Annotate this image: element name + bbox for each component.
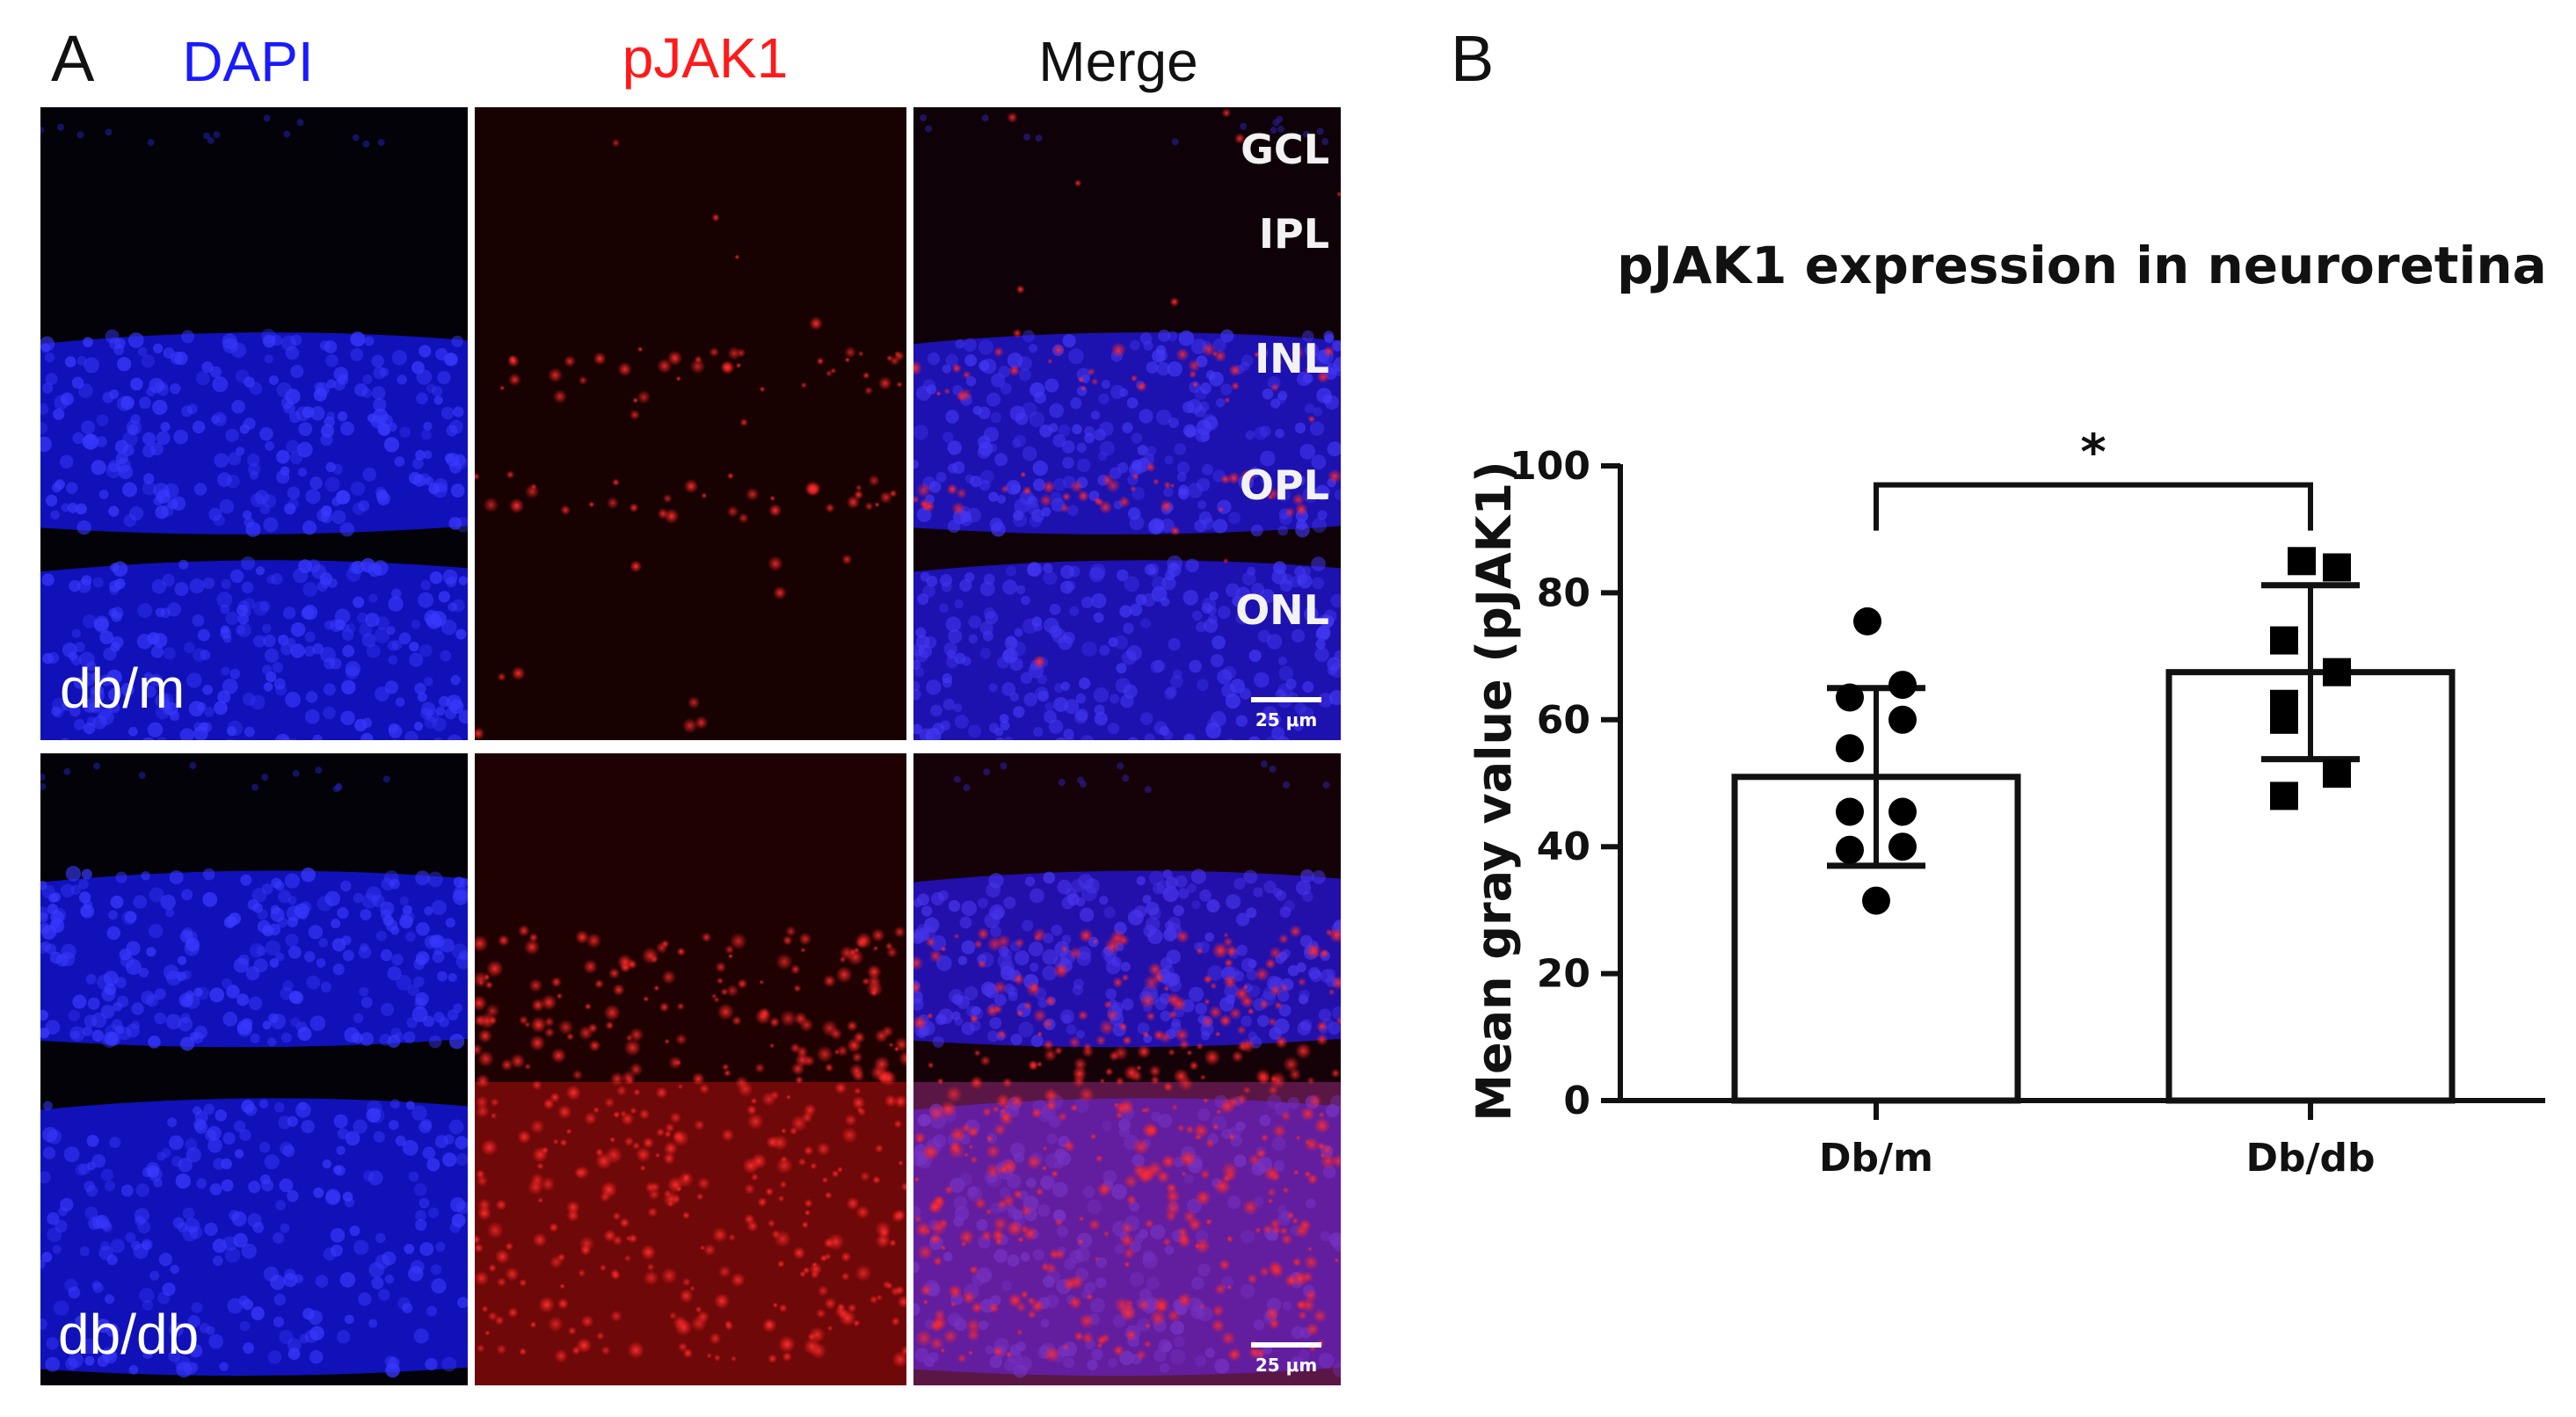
y-tick-label: 40 [1537, 825, 1590, 869]
significance-star: * [2080, 425, 2106, 482]
panel-a: A DAPI pJAK1 Merge GCL IPL INL OPL ONL d… [40, 22, 1341, 1385]
data-point-square [2288, 547, 2316, 576]
y-tick-label: 80 [1537, 570, 1590, 615]
micrograph-pjak1-db-db [475, 753, 906, 1385]
layer-label-ipl: IPL [1259, 210, 1329, 258]
micrograph-merge-db-db [913, 753, 1341, 1385]
panel-a-letter: A [51, 22, 95, 95]
layer-label-inl: INL [1255, 335, 1329, 382]
data-point-circle [1836, 835, 1864, 864]
chart-title: pJAK1 expression in neuroretina [1617, 236, 2547, 295]
data-point-circle [1836, 734, 1864, 763]
data-point-square [2270, 781, 2298, 810]
layer-label-onl: ONL [1235, 586, 1329, 634]
panel-b-letter: B [1451, 22, 1494, 95]
data-point-circle [1888, 797, 1917, 826]
micrograph-dapi-db-db [40, 753, 468, 1385]
data-point-circle [1888, 832, 1917, 861]
data-point-circle [1836, 683, 1864, 712]
data-point-square [2323, 658, 2351, 687]
layer-label-gcl: GCL [1241, 126, 1329, 173]
scale-bar-top [1251, 697, 1321, 702]
micrograph-grid [40, 107, 1341, 1385]
x-tick-label: Db/m [1819, 1136, 1933, 1181]
scale-label-top: 25 μm [1255, 709, 1317, 730]
y-tick-label: 0 [1563, 1079, 1590, 1123]
data-point-square [2270, 705, 2298, 734]
significance-bracket [1874, 482, 2313, 531]
data-point-circle [1888, 705, 1917, 734]
x-tick-label: Db/db [2245, 1136, 2375, 1181]
row-label-db-m: db/m [60, 657, 185, 720]
data-point-square [2323, 553, 2351, 582]
y-axis-label: Mean gray value (pJAK1) [1466, 461, 1522, 1121]
data-point-square [2270, 626, 2298, 655]
data-point-circle [1836, 797, 1864, 826]
micrograph-merge-db-m [913, 107, 1341, 740]
y-tick-label: 100 [1510, 444, 1590, 489]
micrograph-pjak1-db-m [475, 107, 906, 740]
row-label-db-db: db/db [58, 1303, 199, 1366]
scale-bar-bottom [1251, 1342, 1321, 1348]
column-label-merge: Merge [1038, 30, 1197, 93]
bar-chart: 0 20 40 60 80 100 Db/m Db/db * [1510, 425, 2545, 1181]
y-tick-label: 60 [1537, 698, 1590, 743]
column-label-pjak1: pJAK1 [622, 26, 789, 90]
data-point-circle [1862, 886, 1890, 915]
data-point-square [2323, 759, 2351, 788]
data-point-circle [1888, 671, 1917, 700]
column-label-dapi: DAPI [182, 30, 313, 93]
micrograph-dapi-db-m [40, 107, 468, 740]
layer-label-opl: OPL [1240, 461, 1329, 509]
y-tick-label: 20 [1537, 952, 1590, 997]
scale-label-bottom: 25 μm [1255, 1355, 1317, 1376]
data-point-circle [1853, 607, 1881, 636]
panel-b: B pJAK1 expression in neuroretina Mean g… [1451, 22, 2547, 1181]
